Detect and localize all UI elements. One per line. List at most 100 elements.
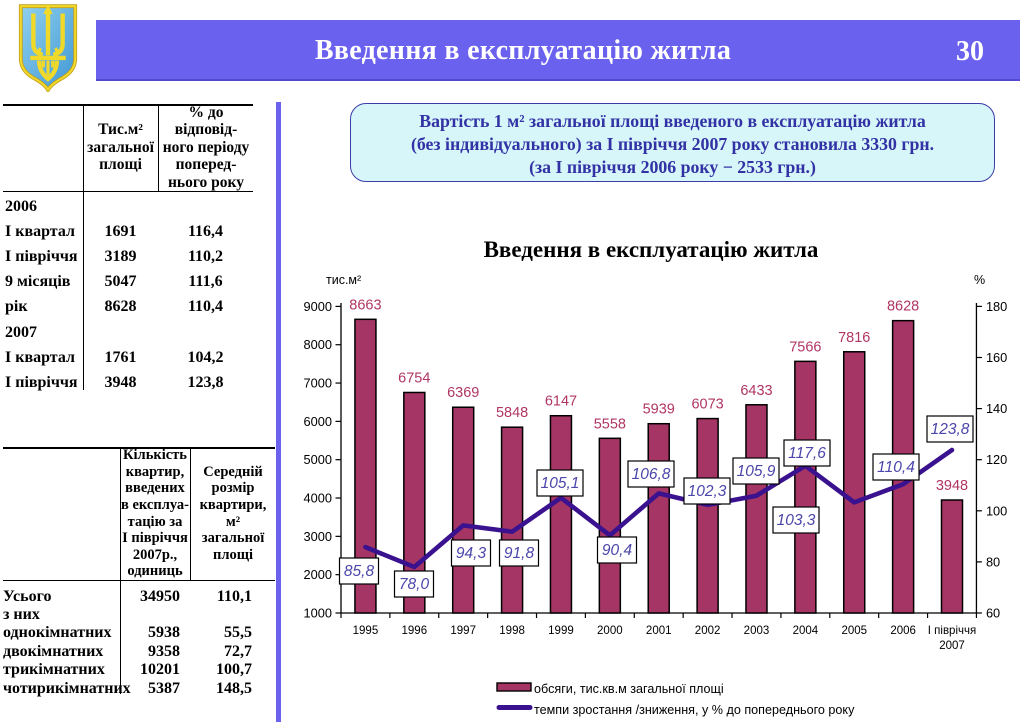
table2-row-size-value: 72,7 [224, 642, 252, 660]
left-axis-tick-label: 7000 [304, 376, 332, 391]
bar-1999 [549, 414, 573, 614]
table2-header-line: розмір [211, 480, 255, 497]
table1-row-label: І півріччя [5, 373, 78, 391]
table2-header-line: квартир, [125, 463, 185, 480]
table2-row-size-value: 55,5 [224, 624, 252, 642]
line-value-label-box [498, 539, 540, 567]
table1-row-label: 2007 [5, 323, 37, 341]
slide-header-bar: Введення в експлуатацію житла 30 [96, 20, 1020, 81]
table1-row-label: І півріччя [5, 248, 78, 266]
slide-page-number: 30 [956, 35, 984, 67]
bar-value-label: 8628 [887, 299, 919, 315]
table1-header-column-separator [158, 104, 160, 192]
x-axis-category-label: 1995 [353, 625, 379, 637]
table1-header-line: відповід- [174, 121, 238, 139]
table1-row-area-value: 3189 [104, 248, 137, 266]
bar-І-півріччя-2007 [940, 499, 964, 614]
table1-row-label: 2006 [5, 198, 37, 215]
line-value-label: 102,3 [688, 483, 727, 500]
bar-value-label: 3948 [936, 478, 968, 494]
bar-value-label: 5848 [496, 405, 528, 421]
left-axis-tick-label: 4000 [304, 491, 332, 506]
x-axis-category-label: 2006 [890, 625, 916, 637]
table2-row-size-value: 148,5 [216, 679, 252, 697]
info-box: Вартість 1 м² загальної площі введеного … [350, 103, 995, 182]
table1-row-pct-value: 123,8 [187, 373, 224, 391]
right-axis-tick-label: 60 [986, 606, 1000, 621]
line-value-label: 110,4 [877, 459, 915, 476]
right-axis-tick-label: 120 [986, 452, 1007, 467]
table2-row-label: трикімнатних [3, 661, 105, 679]
table1-row-label: рік [5, 298, 28, 316]
left-axis-tick-label: 2000 [304, 567, 332, 582]
left-axis-tick-label: 5000 [304, 452, 332, 467]
bar-value-label: 5558 [594, 416, 626, 432]
table1-header-line: % до [188, 103, 224, 121]
line-value-label-box [450, 539, 492, 567]
x-axis-category-label: 2000 [597, 625, 623, 637]
slide-title: Введення в експлуатацію житла [314, 34, 732, 66]
table2-header-line: одиниць [127, 563, 183, 580]
line-value-label: 94,3 [456, 545, 487, 562]
shield-border [19, 5, 77, 92]
x-axis-category-label: 1998 [499, 625, 525, 637]
right-axis-tick-label: 100 [986, 503, 1007, 518]
table2-header-line: Кількість [123, 447, 187, 464]
table1-row-area-value: 1691 [104, 223, 137, 241]
table1-row-pct-value: 110,2 [187, 248, 224, 266]
legend-bar-swatch [496, 682, 532, 692]
right-axis-unit-label: % [974, 273, 985, 287]
table2-header-line: м² [225, 513, 241, 530]
table2-header-line: площі [212, 546, 253, 563]
ukraine-trident-emblem-icon [18, 4, 78, 92]
bar-2005 [842, 351, 866, 614]
bar-value-label: 8663 [349, 297, 381, 313]
bar-1995 [354, 318, 377, 614]
trident-detail [37, 47, 59, 76]
bar-value-label: 7816 [838, 330, 870, 346]
line-value-label-box [393, 570, 435, 598]
table2-row-label: Усього [3, 587, 52, 605]
table1-col-header-percent: % до відповід-ного періоду поперед-нього р… [159, 103, 253, 191]
bar-2003 [745, 404, 768, 614]
left-axis-tick-label: 3000 [304, 529, 332, 544]
table1-column-separator [83, 104, 85, 390]
x-axis-category-label: 1999 [548, 625, 574, 637]
table2-top-border [3, 447, 275, 449]
table2-header-line: квартири, [199, 496, 267, 513]
line-value-label: 106,8 [632, 466, 671, 483]
right-axis-tick-label: 160 [986, 350, 1007, 365]
table1-row-pct-value: 116,4 [187, 223, 224, 241]
bar-2001 [647, 422, 670, 614]
table2-header-line: Середній [203, 463, 263, 480]
table2-header-line: І півріччя [122, 530, 188, 547]
table1-header-line: ного періоду [162, 138, 250, 156]
line-value-label: 90,4 [602, 542, 633, 559]
table2-header-line: введених [125, 480, 185, 497]
x-axis-category-label: 2001 [646, 625, 672, 637]
info-box-line: (без індивідуального) за І півріччя 2007… [410, 134, 935, 154]
table2-row-size-value: 100,7 [216, 661, 252, 679]
table2-row-label: однокімнатних [3, 624, 112, 642]
table2-header-line: 2007р., [132, 546, 178, 563]
line-value-label-box [872, 453, 920, 481]
table2-row-count-value: 34950 [140, 587, 180, 605]
table2-row-count-value: 5387 [148, 679, 180, 697]
line-value-label: 85,8 [344, 563, 375, 580]
table2-header-line: тацію за [127, 513, 183, 530]
bar-value-label: 6369 [447, 385, 479, 401]
table1-top-border [3, 104, 253, 106]
table1-header-line: Тис.м² [98, 121, 143, 139]
bar-value-label: 6433 [740, 383, 772, 399]
bar-1997 [451, 406, 475, 614]
table2-col-header-count: Кількість квартир, введених в експлуа-тацію… [120, 447, 190, 580]
line-value-label-box [732, 457, 780, 485]
right-axis-tick-label: 80 [986, 554, 1000, 569]
table1-row-label: І квартал [5, 348, 75, 366]
x-axis-category-label: 1997 [450, 625, 476, 637]
table1-row-pct-value: 104,2 [187, 348, 224, 366]
x-axis-category-label: 1996 [402, 625, 428, 637]
bar-value-label: 6147 [545, 394, 577, 410]
bar-2002 [696, 417, 719, 614]
